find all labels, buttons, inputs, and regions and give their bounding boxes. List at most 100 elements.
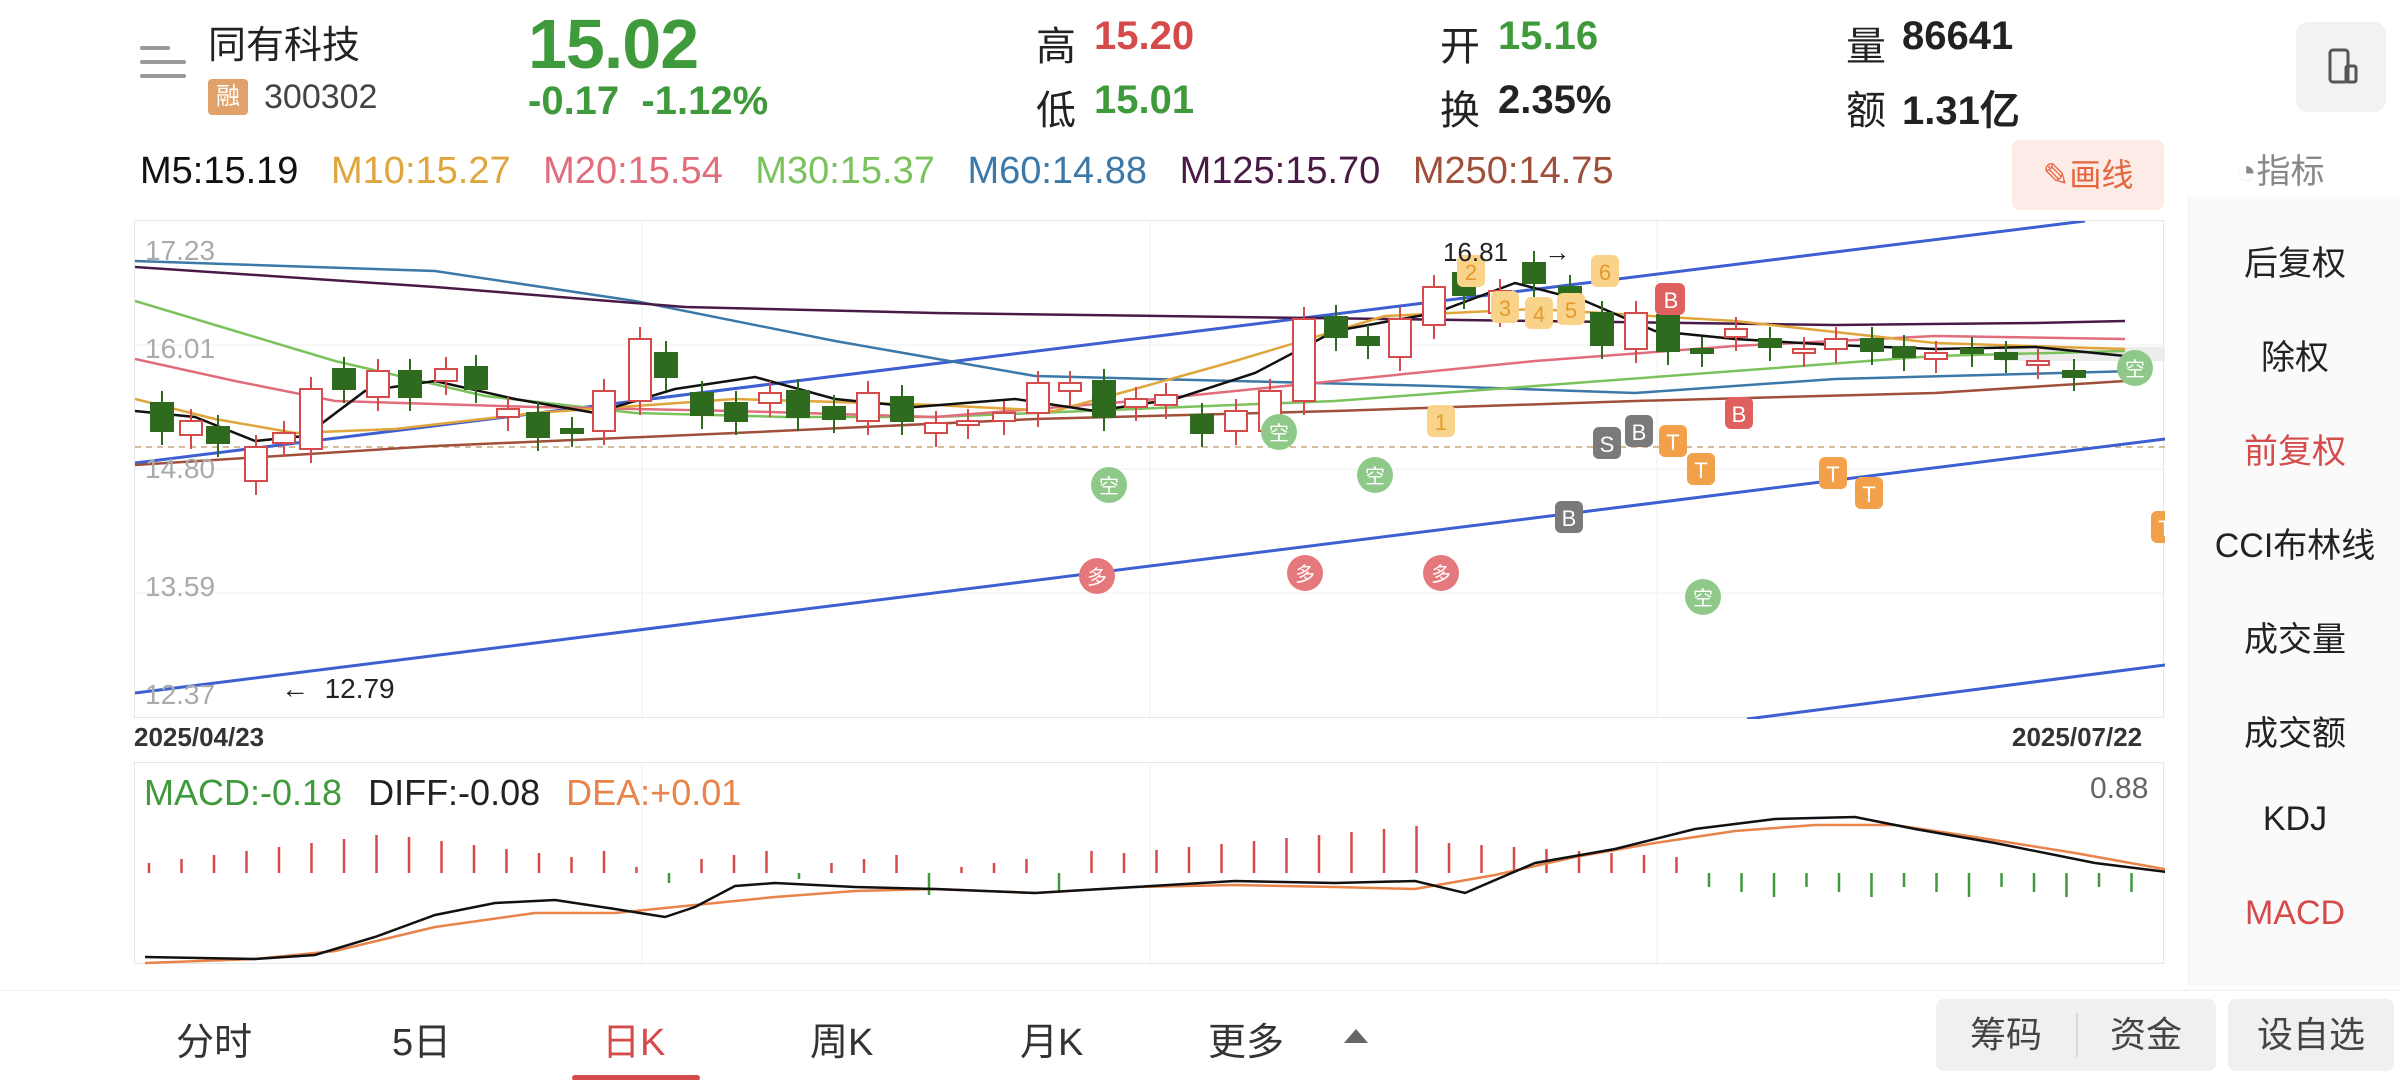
candle-body-52 [1860, 338, 1884, 352]
ma5-label: M5:15.19 [140, 150, 299, 192]
high-label: 高 [1036, 25, 1076, 69]
period-tab-bar: 分时 5日 日K 周K 月K 更多 筹码 资金 设自选 [0, 990, 2400, 1080]
menu-icon[interactable] [140, 42, 186, 82]
quote-header: 同有科技 融 300302 15.02 -0.17 -1.12% 高 15.20… [0, 0, 2400, 133]
gray-b-1 [1555, 501, 1583, 533]
signal-short-3 [1357, 457, 1393, 493]
seq-5-text: 5 [1565, 298, 1577, 323]
candle-body-56 [1994, 352, 2018, 360]
candle-body-14 [592, 390, 616, 432]
kline-chart[interactable]: 多多多空空空空空234561BBBBSBBTTTTT 17.23 16.01 1… [134, 219, 2213, 721]
signal-long-2 [1287, 555, 1323, 591]
tab-weekly-k[interactable]: 周K [810, 1022, 874, 1064]
rpanel-item-back-adjusted[interactable]: 后复权 [2244, 245, 2346, 283]
macd-max-label: 0.88 [2090, 772, 2149, 805]
candle-body-11 [496, 408, 520, 418]
trendline-bottom [1746, 663, 2166, 721]
rpanel-item-volume[interactable]: 成交量 [2244, 621, 2346, 659]
seq-3 [1491, 291, 1519, 323]
phone-icon [2328, 48, 2358, 84]
gauge-icon: ◔ [2236, 153, 2257, 191]
signal-short-1-text: 空 [1099, 475, 1119, 498]
rpanel-item-kdj[interactable]: KDJ [2262, 800, 2328, 838]
ma-line-0 [134, 259, 2136, 395]
buy-1b-text: B [1664, 288, 1679, 313]
signal-short-4-text: 空 [1693, 587, 1713, 610]
candle-body-28 [1058, 382, 1082, 392]
candle-body-27 [1026, 382, 1050, 414]
indicator-panel: 后复权 除权 前复权 CCI布林线 成交量 成交额 KDJ MACD [2188, 196, 2400, 986]
candle-body-31 [1154, 394, 1178, 406]
chips-button[interactable]: 筹码 [1969, 1014, 2042, 1055]
active-tab-indicator [572, 1075, 700, 1080]
funds-button[interactable]: 资金 [2109, 1014, 2182, 1055]
candle-body-21 [822, 406, 846, 420]
candle-body-42 [1522, 262, 1546, 284]
signal-short-2-text: 空 [1269, 422, 1289, 445]
t-signal-3 [1819, 457, 1847, 489]
gray-b-2-text: B [1632, 420, 1647, 445]
candle-body-10 [464, 366, 488, 390]
rpanel-item-cci-bollinger[interactable]: CCI布林线 [2214, 527, 2376, 565]
diff-value: DIFF:-0.08 [368, 772, 541, 813]
candle-body-24 [924, 422, 948, 434]
tab-more[interactable]: 更多 [1208, 1022, 1285, 1064]
candle-body-5 [299, 388, 323, 450]
ma60-label: M60:14.88 [967, 150, 1148, 192]
tab-5day[interactable]: 5日 [392, 1022, 452, 1064]
signal-long-3-text: 多 [1431, 563, 1451, 586]
signal-short-4 [1685, 579, 1721, 615]
sell-1 [1593, 427, 1621, 459]
ma-line-6 [134, 379, 2126, 467]
tab-monthly-k[interactable]: 月K [1020, 1022, 1084, 1064]
gray-b-2 [1625, 415, 1653, 447]
landscape-toggle-button[interactable] [2296, 22, 2386, 112]
seq-2 [1457, 255, 1485, 287]
seq-1-text: 1 [1435, 410, 1447, 435]
end-date: 2025/07/22 [2012, 722, 2143, 752]
draw-line-label: 画线 [2069, 157, 2134, 193]
rpanel-item-forward-adjusted[interactable]: 前复权 [2244, 433, 2346, 471]
stock-name: 同有科技 [208, 25, 361, 67]
low-price-value: 12.79 [324, 673, 395, 704]
t-signal-2 [1687, 453, 1715, 485]
tab-daily-k[interactable]: 日K [602, 1022, 666, 1064]
candle-body-25 [956, 420, 980, 426]
macd-legend: MACD:-0.18 DIFF:-0.08 DEA:+0.01 [144, 772, 757, 814]
indicator-header[interactable]: ◔指标 [2236, 144, 2325, 193]
macd-chart[interactable] [134, 762, 2176, 965]
high-price-value: 16.81 [1443, 237, 1509, 267]
t-signal-1 [1659, 425, 1687, 457]
rpanel-item-ex-rights[interactable]: 除权 [2261, 339, 2329, 377]
turnover-value: 2.35% [1498, 78, 1612, 122]
t-signal-3-text: T [1826, 462, 1839, 487]
candle-body-9 [434, 368, 458, 382]
low-value: 15.01 [1094, 78, 1195, 122]
button-divider [2076, 1013, 2078, 1057]
dea-value: DEA:+0.01 [566, 772, 742, 813]
draw-line-button[interactable]: ✎画线 [2012, 140, 2164, 210]
ma20-label: M20:15.54 [543, 150, 723, 192]
amount-value: 1.31亿 [1902, 89, 2020, 133]
sell-1-text: S [1600, 432, 1615, 457]
signal-long-2-text: 多 [1295, 563, 1315, 586]
candle-body-57 [2026, 360, 2050, 366]
add-watchlist-button[interactable]: 设自选 [2228, 999, 2394, 1071]
macd-chart-canvas [144, 763, 2176, 965]
candle-body-18 [724, 402, 748, 422]
tab-intraday[interactable]: 分时 [176, 1022, 253, 1064]
candle-body-47 [1690, 348, 1714, 354]
signal-long-3 [1423, 555, 1459, 591]
candle-body-26 [992, 412, 1016, 422]
rpanel-item-amount[interactable]: 成交额 [2244, 715, 2346, 753]
seq-4-text: 4 [1533, 302, 1545, 327]
candle-body-20 [786, 390, 810, 418]
t-signal-4-text: T [1862, 482, 1875, 507]
volume-label: 量 [1846, 25, 1886, 69]
t-signal-5-text: T [2158, 516, 2165, 541]
ma10-label: M10:15.27 [331, 150, 511, 192]
price-change: -0.17 -1.12% [528, 79, 768, 124]
caret-up-icon[interactable] [1344, 1029, 1368, 1043]
rpanel-item-macd[interactable]: MACD [2244, 894, 2346, 932]
turnover-label: 换 [1440, 89, 1480, 133]
